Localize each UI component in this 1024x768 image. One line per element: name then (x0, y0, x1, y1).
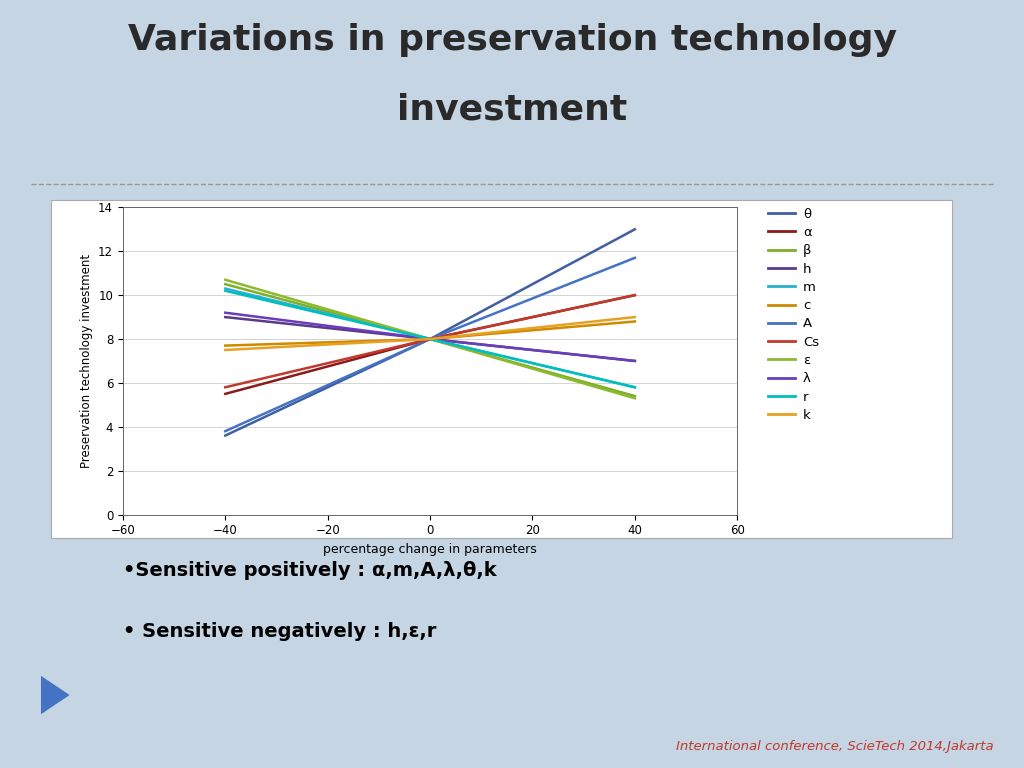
Legend: θ, α, β, h, m, c, A, Cs, ε, λ, r, k: θ, α, β, h, m, c, A, Cs, ε, λ, r, k (768, 208, 819, 422)
Y-axis label: Preservation technology investment: Preservation technology investment (80, 254, 92, 468)
Text: International conference, ScieTech 2014,Jakarta: International conference, ScieTech 2014,… (676, 740, 993, 753)
X-axis label: percentage change in parameters: percentage change in parameters (324, 543, 537, 556)
Text: Variations in preservation technology: Variations in preservation technology (128, 23, 896, 57)
Text: •Sensitive positively : α,m,A,λ,θ,k: •Sensitive positively : α,m,A,λ,θ,k (123, 561, 497, 580)
Text: investment: investment (397, 92, 627, 126)
Text: • Sensitive negatively : h,ε,r: • Sensitive negatively : h,ε,r (123, 622, 436, 641)
